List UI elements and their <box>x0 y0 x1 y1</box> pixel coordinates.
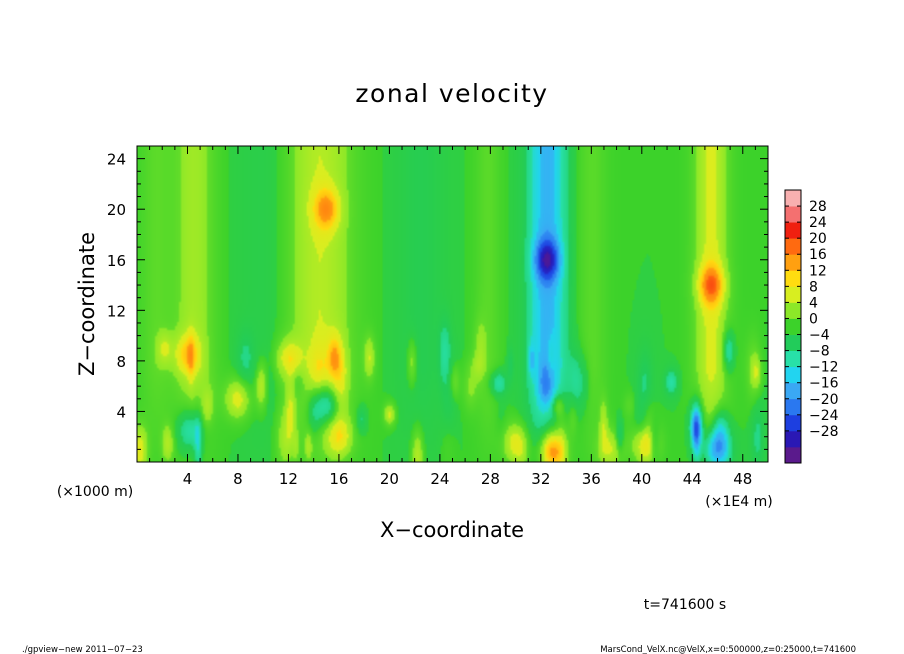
colorbar-label: −16 <box>809 376 839 392</box>
colorbar-label: 4 <box>809 295 818 311</box>
colorbar-swatch <box>785 190 801 207</box>
colorbar-swatch <box>785 318 801 335</box>
x-tick-label: 36 <box>582 470 601 488</box>
y-axis-label: Z−coordinate <box>75 232 99 376</box>
colorbar-swatch <box>785 238 801 255</box>
y-tick-label: 20 <box>107 201 126 219</box>
x-tick-label: 44 <box>683 470 702 488</box>
footer-left: ./gpview−new 2011−07−23 <box>22 645 143 654</box>
colorbar-swatch <box>785 302 801 319</box>
colorbar-label: −12 <box>809 360 839 376</box>
y-tick-label: 8 <box>116 353 126 371</box>
colorbar-swatch <box>785 254 801 271</box>
colorbar-swatch <box>785 334 801 351</box>
x-tick-label: 32 <box>531 470 550 488</box>
colorbar-swatch <box>785 222 801 239</box>
colorbar-label: 20 <box>809 231 827 247</box>
x-tick-label: 8 <box>233 470 243 488</box>
colorbar-swatch <box>785 286 801 303</box>
colorbar-label: 12 <box>809 263 827 279</box>
x-tick-label: 12 <box>279 470 298 488</box>
colorbar-swatch <box>785 430 801 448</box>
heatmap-field <box>137 146 768 462</box>
y-tick-label: 24 <box>107 151 126 169</box>
time-label: t=741600 s <box>644 597 726 613</box>
colorbar-label: −4 <box>809 328 830 344</box>
footer-right: MarsCond_VelX.nc@VelX,x=0:500000,z=0:250… <box>600 645 856 654</box>
y-tick-label: 16 <box>107 252 126 270</box>
colorbar-swatch <box>785 382 801 400</box>
colorbar-label: 28 <box>809 199 827 215</box>
x-tick-label: 28 <box>481 470 500 488</box>
colorbar-swatch <box>785 206 801 223</box>
colorbar-swatch <box>785 398 801 416</box>
colorbar-frame <box>784 189 802 464</box>
colorbar-label: 0 <box>809 311 818 327</box>
colorbar-swatch <box>785 366 801 384</box>
colorbar-label: −24 <box>809 408 839 424</box>
y-tick-label: 12 <box>107 302 126 320</box>
x-tick-label: 20 <box>380 470 399 488</box>
colorbar-label: −28 <box>809 424 839 440</box>
y-axis: 4 8 12 16 20 24 <box>107 151 768 450</box>
x-tick-label: 16 <box>329 470 348 488</box>
x-tick-label: 40 <box>632 470 651 488</box>
colorbar-swatch <box>785 414 801 432</box>
colorbar-swatch <box>785 270 801 287</box>
colorbar-swatch <box>785 446 801 464</box>
x-tick-label: 48 <box>733 470 752 488</box>
x-tick-label: 4 <box>183 470 193 488</box>
x-tick-label: 24 <box>430 470 449 488</box>
colorbar-label: 24 <box>809 215 827 231</box>
chart-title: zonal velocity <box>355 79 548 108</box>
colorbar-label: −20 <box>809 392 839 408</box>
x-axis: 4 8 12 16 20 24 28 32 36 40 44 48 <box>149 146 756 488</box>
x-unit-right: (×1E4 m) <box>705 494 772 510</box>
y-tick-label: 4 <box>116 403 126 421</box>
x-unit-left: (×1000 m) <box>57 484 133 500</box>
colorbar-label: −8 <box>809 344 830 360</box>
colorbar-label: 8 <box>809 279 818 295</box>
x-axis-label: X−coordinate <box>380 518 524 542</box>
colorbar-swatch <box>785 350 801 368</box>
colorbar-label: 16 <box>809 247 827 263</box>
